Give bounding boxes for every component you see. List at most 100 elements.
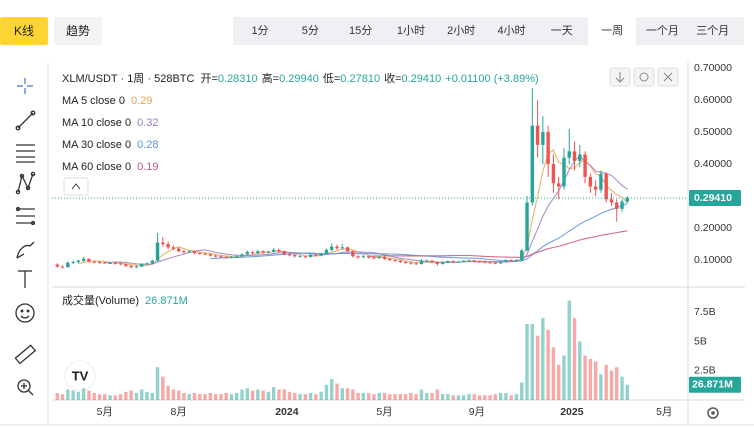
candle-body <box>498 261 503 264</box>
volume-bar <box>440 394 445 400</box>
pattern-tool[interactable] <box>15 171 36 195</box>
volume-bar <box>282 389 286 400</box>
candle-body <box>567 151 571 158</box>
volume-bar <box>514 394 519 400</box>
candle-body <box>556 183 561 187</box>
settings-gear[interactable] <box>707 407 719 419</box>
volume-bar <box>604 364 608 400</box>
volume-bar <box>425 392 429 400</box>
volume-bar <box>129 390 133 400</box>
volume-bar <box>103 394 107 400</box>
volume-bar <box>356 392 360 400</box>
x-tick-label: 9月 <box>469 406 485 418</box>
volume-bar <box>250 390 255 400</box>
volume-bar <box>456 395 461 400</box>
candle-body <box>293 254 297 257</box>
candle-body <box>245 252 249 255</box>
timeframe-button[interactable]: 三个月 <box>696 25 730 37</box>
volume-bar <box>293 392 297 400</box>
ruler-tool[interactable] <box>14 344 37 365</box>
volume-bar <box>572 318 577 400</box>
candle-body <box>97 262 102 264</box>
timeframe-button[interactable]: 一天 <box>550 25 573 37</box>
volume-bar <box>287 391 292 400</box>
fib-tool[interactable] <box>15 206 36 226</box>
volume-bar <box>578 341 582 400</box>
ma-line <box>104 155 628 265</box>
volume-bar <box>224 392 228 400</box>
volume-bar <box>361 392 366 400</box>
ma-line <box>210 202 628 262</box>
volume-bar <box>546 329 550 400</box>
volume-bar <box>451 395 455 400</box>
candle-body <box>530 125 534 203</box>
candle-body <box>198 253 202 255</box>
candle-body <box>250 252 255 254</box>
candle-body <box>134 266 139 268</box>
candle-body <box>409 262 413 264</box>
candle-body <box>287 254 292 256</box>
volume-bar <box>593 361 598 400</box>
volume-bar <box>87 390 91 400</box>
y-tick-label: 0.40000 <box>694 158 732 170</box>
timeframe-button[interactable]: 5分 <box>301 25 319 37</box>
volume-bar <box>97 394 102 400</box>
volume-bar <box>615 367 619 400</box>
volume-bar <box>509 395 513 400</box>
ma-legend: MA 60 close 0 0.19 <box>62 161 159 173</box>
volume-bar <box>477 395 482 400</box>
candle-body <box>224 256 228 258</box>
candle-body <box>145 263 149 265</box>
text-tool[interactable] <box>18 270 32 288</box>
volume-bar <box>92 392 96 400</box>
candle-body <box>171 247 176 249</box>
volume-bar <box>319 391 323 400</box>
ma-legend: MA 30 close 0 0.28 <box>62 139 159 151</box>
timeframe-button[interactable]: 2小时 <box>447 25 476 37</box>
candle-body <box>382 256 387 259</box>
last-price-tag <box>689 189 741 206</box>
candle-body <box>266 251 271 253</box>
timeframe-button[interactable]: 1小时 <box>396 25 425 37</box>
volume-bar <box>562 355 566 400</box>
volume-bar <box>403 394 408 400</box>
ohlc-value: 0.29940 <box>279 73 319 85</box>
timeframe-button[interactable]: 4小时 <box>497 25 526 37</box>
candle-body <box>366 256 371 258</box>
zoom-tool[interactable] <box>17 379 34 396</box>
volume-bar <box>530 323 534 400</box>
timeframe-button[interactable]: 15分 <box>348 25 373 37</box>
volume-bar <box>277 389 281 400</box>
tab-kline[interactable]: K线 <box>0 17 48 45</box>
candle-body <box>546 132 550 165</box>
timeframe-button[interactable]: 1分 <box>251 25 269 37</box>
settings-button[interactable] <box>633 67 655 87</box>
brush-tool[interactable] <box>16 241 35 259</box>
volume-bar <box>372 394 376 400</box>
volume-bar <box>192 392 197 400</box>
timeframe-button[interactable]: 一个月 <box>645 25 679 37</box>
collapse-button[interactable] <box>63 177 89 196</box>
volume-bar <box>235 392 239 400</box>
ohlc-value: 0.28310 <box>218 73 258 85</box>
volume-bar <box>208 392 213 400</box>
volume-bar <box>393 394 397 400</box>
line-tool[interactable] <box>15 110 36 131</box>
header-buttons <box>63 67 679 196</box>
crosshair-tool[interactable] <box>17 78 33 94</box>
hline-tool[interactable] <box>16 144 35 163</box>
tab-trend[interactable]: 趋势 <box>54 17 102 45</box>
x-tick-label: 2025 <box>560 406 584 418</box>
volume-bar <box>256 389 260 400</box>
ma-legend: MA 10 close 0 0.32 <box>62 117 159 129</box>
timeframe-button[interactable]: 一周 <box>588 17 637 45</box>
volume-tick-label: 5B <box>694 335 707 347</box>
ma-label: MA 5 close 0 <box>62 95 125 107</box>
volume-bar <box>588 359 593 400</box>
emoji-tool[interactable] <box>15 303 35 323</box>
timeframe-bar: 1分 5分 15分 1小时 2小时 4小时 一天 一周 一个月 三个月 <box>233 17 744 45</box>
volume-bar <box>229 394 234 400</box>
volume-bar <box>66 389 70 400</box>
volume-bar <box>409 392 413 400</box>
